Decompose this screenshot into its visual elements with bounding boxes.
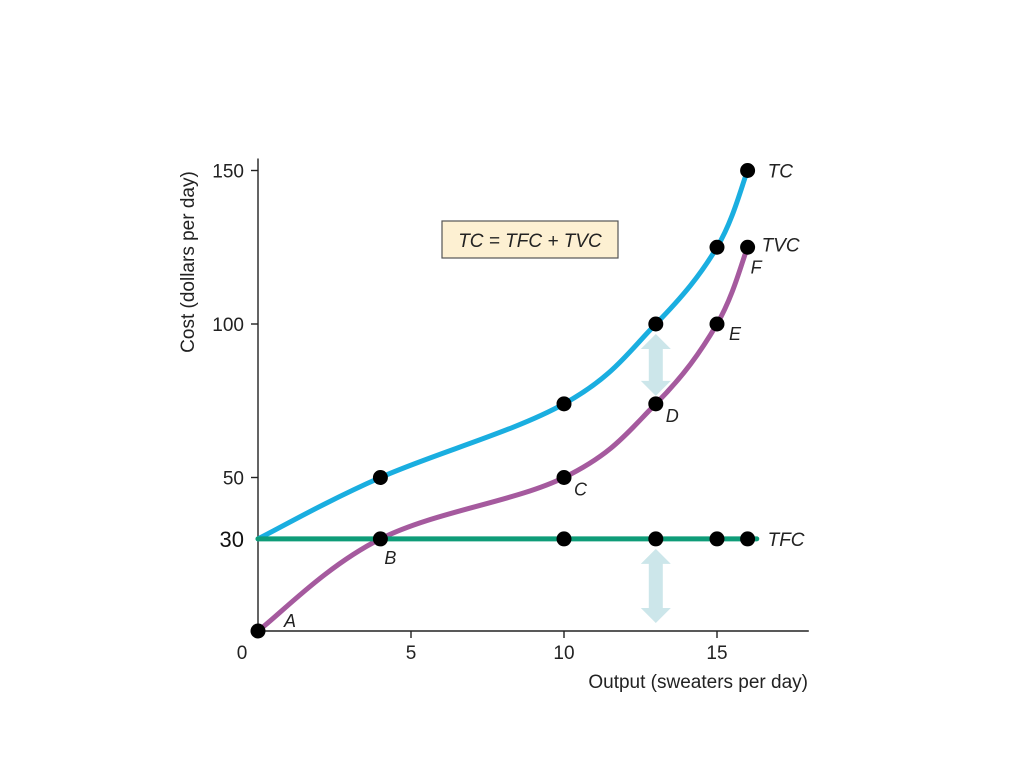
ticks: 0 5 10 15 50 100 150 30 [212, 162, 727, 665]
difference-arrow [640, 548, 671, 623]
markers [250, 163, 756, 639]
tvc-point [372, 531, 388, 547]
tc-point [709, 239, 725, 255]
tfc-point [556, 531, 572, 547]
tvc-point [250, 623, 266, 639]
formula-box: TC = TFC + TVC [441, 220, 619, 259]
y-tick-label: 50 [223, 469, 244, 490]
tc-point [556, 396, 572, 412]
difference-arrows [640, 334, 671, 623]
formula-box-frame [441, 220, 619, 259]
point-label-e: E [729, 324, 742, 344]
x-tick-label: 5 [406, 643, 417, 664]
tc-point [648, 316, 664, 332]
point-label-c: C [574, 480, 588, 500]
point-label-b: B [384, 548, 396, 568]
labels: TC TVC TFC A B C D E F [283, 162, 805, 632]
tvc-series-label: TVC [762, 235, 800, 256]
tc-series-label: TC [768, 162, 794, 183]
y-extra-label-30: 30 [220, 527, 244, 552]
x-axis-title: Output (sweaters per day) [588, 672, 808, 693]
y-tick-label: 100 [212, 315, 244, 336]
tfc-series-label: TFC [768, 530, 805, 551]
tc-point [740, 163, 756, 178]
point-label-f: F [751, 257, 763, 277]
x-tick-label: 10 [553, 643, 574, 664]
difference-arrow [640, 334, 671, 396]
tvc-point [648, 396, 664, 412]
point-label-a: A [283, 611, 296, 631]
point-label-d: D [666, 406, 679, 426]
x-tick-label: 0 [237, 643, 248, 664]
tfc-point [648, 531, 664, 547]
formula-text: TC = TFC + TVC [458, 231, 602, 252]
tvc-point [740, 239, 756, 255]
tfc-point [709, 531, 725, 547]
tc-point [372, 470, 388, 485]
y-axis-title: Cost (dollars per day) [178, 171, 199, 353]
x-tick-label: 15 [706, 643, 727, 664]
y-tick-label: 150 [212, 162, 244, 183]
tvc-point [709, 316, 725, 332]
tfc-point [740, 531, 756, 547]
tvc-point [556, 470, 572, 485]
